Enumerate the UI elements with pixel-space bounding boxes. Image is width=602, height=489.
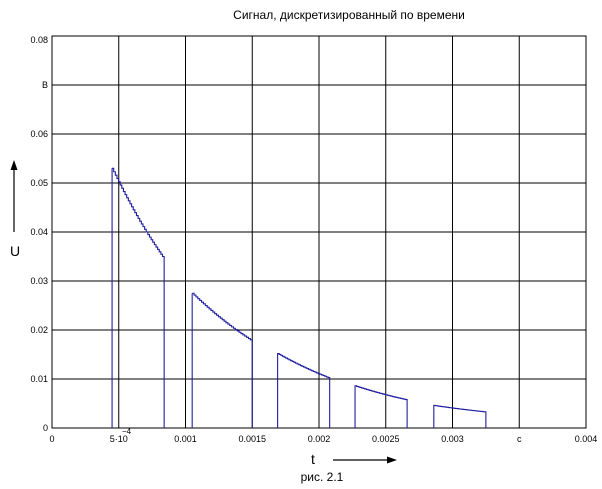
y-tick-label: 0.01 bbox=[30, 374, 48, 384]
x-tick-label: 0.0025 bbox=[372, 434, 400, 444]
chart-title: Сигнал, дискретизированный по времени bbox=[233, 8, 465, 22]
x-tick-label: с bbox=[517, 434, 522, 444]
x-tick-label: 0.003 bbox=[441, 434, 464, 444]
signal-pulse-3 bbox=[277, 352, 331, 428]
y-axis-arrow bbox=[10, 160, 18, 232]
x-tick-exponent: −4 bbox=[122, 427, 132, 436]
x-tick-label: 0 bbox=[49, 434, 54, 444]
y-tick-label: 0.05 bbox=[30, 178, 48, 188]
y-tick-label: 0.04 bbox=[30, 227, 48, 237]
y-tick-labels: 0 0.01 0.02 0.03 0.04 0.05 0.06 В 0.08 bbox=[30, 35, 48, 433]
signal-pulse-1 bbox=[111, 167, 165, 428]
figure-caption: рис. 2.1 bbox=[301, 470, 344, 484]
x-tick-label: 0.002 bbox=[308, 434, 331, 444]
y-tick-label: 0.08 bbox=[30, 35, 48, 45]
signal-pulse-4 bbox=[354, 385, 408, 428]
signal-series bbox=[111, 167, 487, 429]
y-axis-arrow-head bbox=[10, 160, 18, 170]
y-tick-label: 0.02 bbox=[30, 325, 48, 335]
plot-area bbox=[51, 35, 587, 429]
y-tick-label: 0.06 bbox=[30, 129, 48, 139]
x-axis-arrow-head bbox=[387, 456, 397, 464]
y-axis-label: U bbox=[10, 243, 20, 259]
grid-lines bbox=[52, 36, 586, 428]
x-tick-label: 0.0015 bbox=[238, 434, 266, 444]
y-tick-label: 0.03 bbox=[30, 276, 48, 286]
x-axis-label: t bbox=[311, 451, 315, 467]
x-tick-label: 0.004 bbox=[575, 434, 598, 444]
x-tick-labels: 0 5·10 0.001 0.0015 0.002 0.0025 0.003 с 0.004 bbox=[49, 434, 597, 444]
y-tick-label: В bbox=[42, 80, 48, 90]
x-tick-label: 0.001 bbox=[174, 434, 197, 444]
signal-pulse-2 bbox=[191, 292, 253, 428]
x-axis-arrow bbox=[333, 456, 397, 464]
signal-pulse-5 bbox=[433, 404, 487, 429]
x-tick-label: 5·10 bbox=[110, 434, 128, 444]
y-tick-label: 0 bbox=[43, 423, 48, 433]
